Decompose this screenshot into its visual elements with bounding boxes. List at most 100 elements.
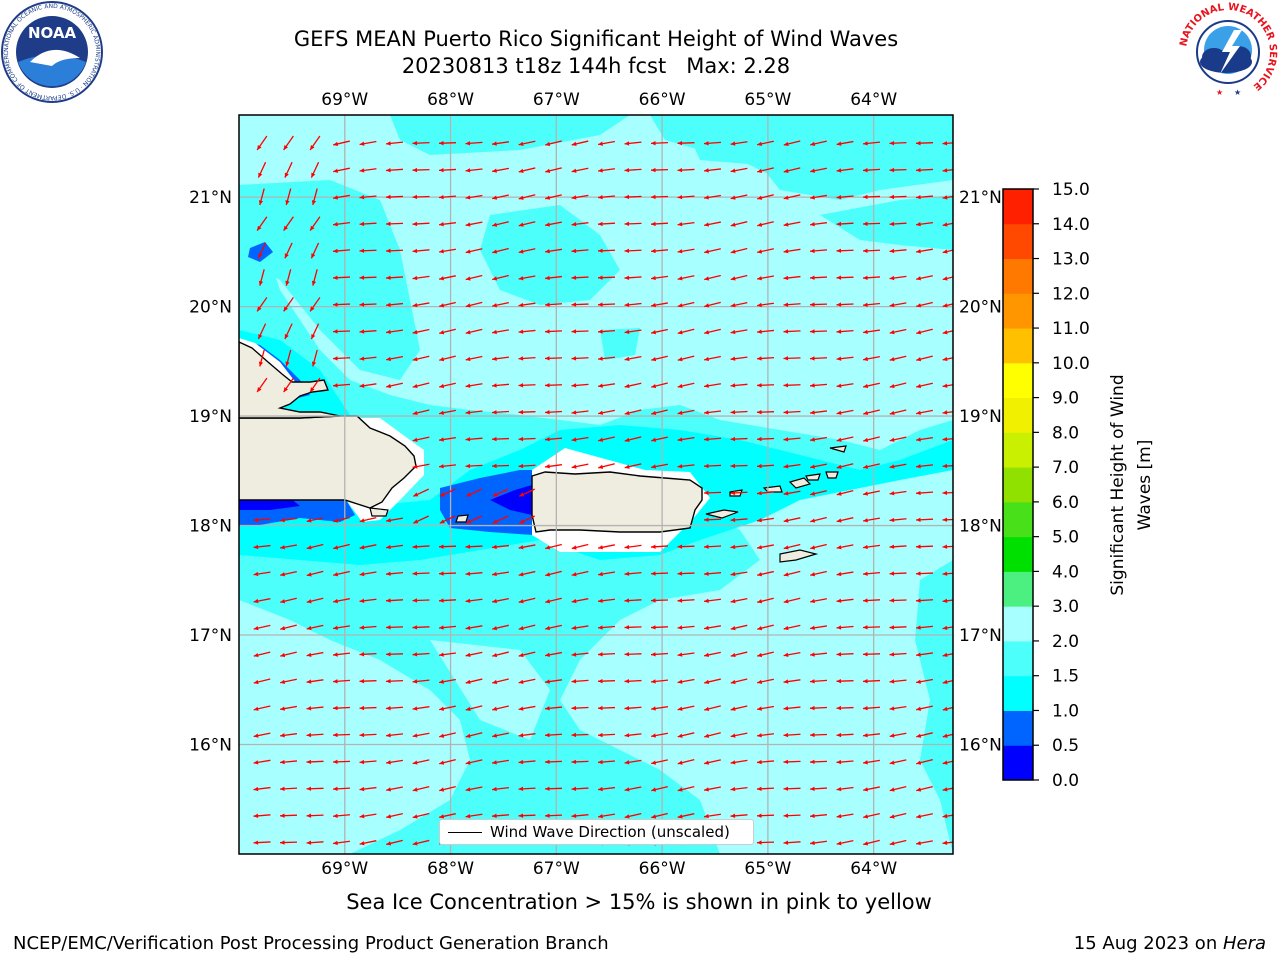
wave-arrow: [544, 302, 563, 307]
sea-ice-caption: Sea Ice Concentration > 15% is shown in …: [346, 890, 932, 914]
field-deep-blue-passage: [490, 485, 532, 515]
wave-arrow: [492, 651, 509, 658]
land-st-croix: [779, 549, 819, 563]
lat-label-left-5: 16°N: [189, 736, 232, 756]
wave-arrow: [836, 168, 854, 173]
wave-arrow: [544, 383, 563, 388]
wave-arrow: [757, 651, 774, 658]
wave-arrow: [915, 464, 934, 469]
wave-arrow: [279, 786, 298, 792]
wave-arrow: [651, 382, 668, 389]
wave-arrow: [650, 571, 669, 576]
wave-arrow: [783, 759, 801, 765]
wave-arrow: [332, 652, 351, 657]
wave-arrow: [730, 141, 748, 146]
wave-arrow: [915, 436, 934, 442]
wave-arrow: [730, 517, 748, 523]
wave-arrow: [704, 383, 721, 388]
wave-arrow: [253, 678, 271, 685]
legend-line-swatch: [448, 832, 482, 833]
wave-arrow: [624, 329, 642, 335]
wave-arrow: [624, 598, 642, 603]
wave-arrow: [704, 625, 721, 631]
wave-arrow: [439, 515, 456, 524]
wave-arrow: [783, 464, 801, 469]
wave-arrow: [253, 544, 271, 550]
wave-arrow: [492, 488, 509, 497]
wave-arrow: [439, 301, 456, 308]
wave-arrow: [889, 248, 907, 254]
wave-arrow: [915, 598, 934, 603]
wave-arrow: [809, 248, 828, 254]
chart-title: GEFS MEAN Puerto Rico Significant Height…: [293, 27, 899, 51]
wave-arrow: [942, 598, 953, 603]
wave-arrow: [756, 840, 775, 845]
wave-arrow: [756, 517, 775, 523]
wave-arrow: [889, 706, 907, 711]
wave-arrow: [279, 759, 298, 765]
wave-arrow: [597, 652, 616, 657]
wave-arrow: [309, 135, 321, 151]
wave-arrow: [862, 275, 881, 280]
wave-arrow: [571, 652, 589, 657]
colorbar-tick-label-10: 8.0: [1052, 423, 1079, 443]
wave-arrow: [386, 759, 403, 765]
wave-arrow: [597, 705, 616, 711]
wave-arrow: [465, 274, 483, 281]
colorbar-band-3: [1003, 640, 1033, 677]
lat-label-left-0: 21°N: [189, 188, 232, 208]
wave-arrow: [863, 786, 880, 792]
wave-arrow: [862, 167, 881, 173]
wave-arrow: [333, 625, 350, 630]
wave-arrow: [439, 705, 456, 711]
wave-arrow: [942, 303, 953, 308]
wave-arrow: [439, 759, 456, 765]
wave-arrow: [915, 167, 934, 173]
wave-arrow: [942, 141, 953, 146]
wave-arrow: [492, 598, 509, 604]
wave-arrow: [359, 678, 377, 684]
colorbar-label-line2: Waves [m]: [1135, 440, 1155, 531]
wave-arrow: [730, 383, 748, 388]
wave-arrow: [597, 625, 616, 630]
wave-arrow: [284, 242, 293, 259]
wave-arrow: [544, 410, 563, 415]
wave-arrow: [809, 732, 828, 738]
wave-arrow: [624, 356, 642, 362]
wave-arrow: [412, 463, 430, 469]
wave-arrow: [413, 488, 429, 497]
wave-arrow: [465, 248, 483, 254]
wave-arrow: [836, 490, 854, 496]
wave-arrow: [624, 141, 642, 146]
wave-arrow: [571, 436, 589, 442]
wave-arrow: [703, 517, 722, 522]
wave-arrow: [730, 544, 748, 550]
wave-arrow: [889, 221, 907, 227]
wave-arrow: [386, 356, 403, 362]
wave-arrow: [836, 732, 854, 738]
wave-arrow: [598, 436, 615, 442]
wave-arrow: [863, 839, 880, 846]
wave-arrow: [916, 840, 933, 846]
wave-arrow: [465, 328, 483, 335]
wave-arrow: [597, 329, 616, 334]
colorbar-frame: [1002, 188, 1034, 781]
lat-label-right-4: 17°N: [959, 626, 1002, 646]
wave-arrow: [438, 571, 457, 576]
wave-arrow: [889, 167, 907, 173]
wave-arrow: [862, 679, 881, 684]
wave-arrow: [412, 248, 430, 254]
wave-arrow: [730, 247, 748, 254]
wave-arrow: [651, 302, 668, 308]
wave-arrow: [518, 248, 536, 254]
wave-arrow: [412, 275, 430, 281]
wave-arrow: [386, 382, 403, 389]
wave-arrow: [677, 355, 695, 362]
wave-arrow: [571, 732, 589, 738]
wave-arrow: [412, 706, 430, 711]
wave-arrow: [518, 302, 536, 308]
wave-arrow: [492, 274, 509, 281]
wave-arrow: [412, 544, 430, 549]
wave-arrow: [677, 571, 695, 576]
lat-labels-left: 21°N 20°N 19°N 18°N 17°N 16°N: [189, 188, 232, 755]
